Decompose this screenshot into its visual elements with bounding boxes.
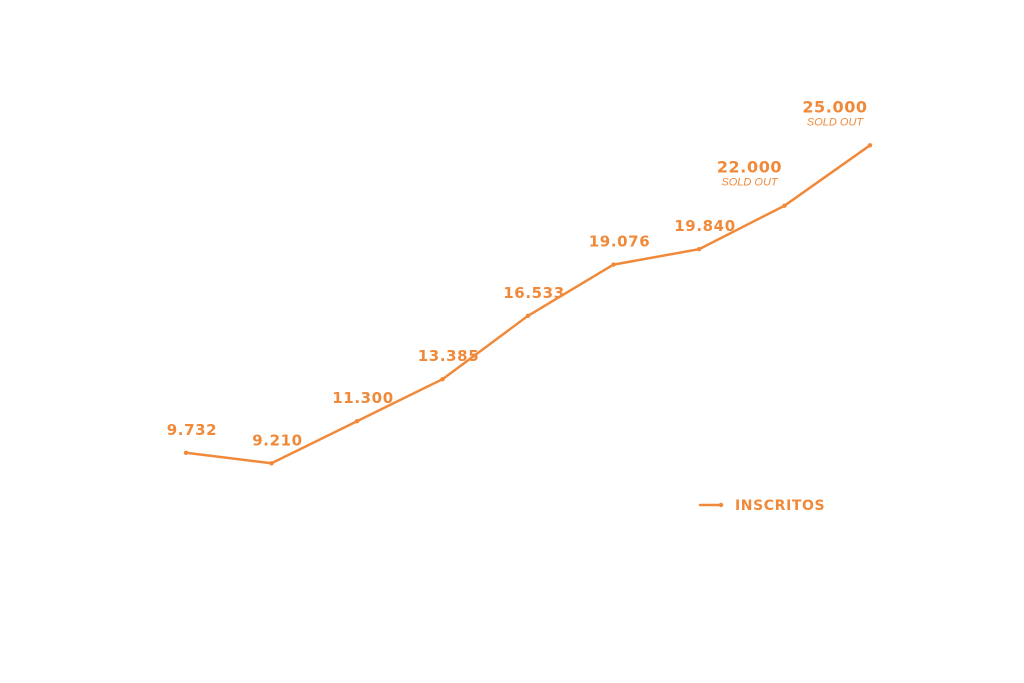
data-label: 22.000: [717, 158, 782, 177]
data-point: [183, 450, 189, 455]
data-label: 13.385: [418, 347, 479, 365]
data-label: 11.300: [332, 389, 393, 407]
data-point: [525, 313, 531, 318]
legend: INSCRITOS: [698, 498, 825, 514]
data-point: [269, 461, 274, 466]
data-label: 9.210: [252, 431, 302, 449]
data-point: [611, 262, 616, 267]
legend-point-marker: [718, 502, 724, 508]
data-label: 25.000: [802, 97, 867, 116]
data-point: [354, 419, 360, 424]
data-labels: 9.732 9.210 11.300 13.385 16.533 19.076 19.840…: [167, 97, 867, 449]
annotation-label: SOLD OUT: [721, 177, 779, 189]
series-line-inscritos: [184, 144, 872, 465]
data-label: 16.533: [503, 284, 564, 302]
data-point: [782, 203, 787, 208]
series-inscritos: [183, 143, 873, 466]
data-point: [867, 143, 873, 148]
data-point: [696, 247, 702, 252]
legend-label-inscritos: INSCRITOS: [735, 498, 825, 514]
data-label: 9.732: [167, 421, 217, 439]
annotation-label: SOLD OUT: [807, 116, 865, 128]
data-point: [440, 377, 445, 382]
data-label: 19.076: [589, 233, 650, 251]
data-label: 19.840: [674, 217, 735, 235]
